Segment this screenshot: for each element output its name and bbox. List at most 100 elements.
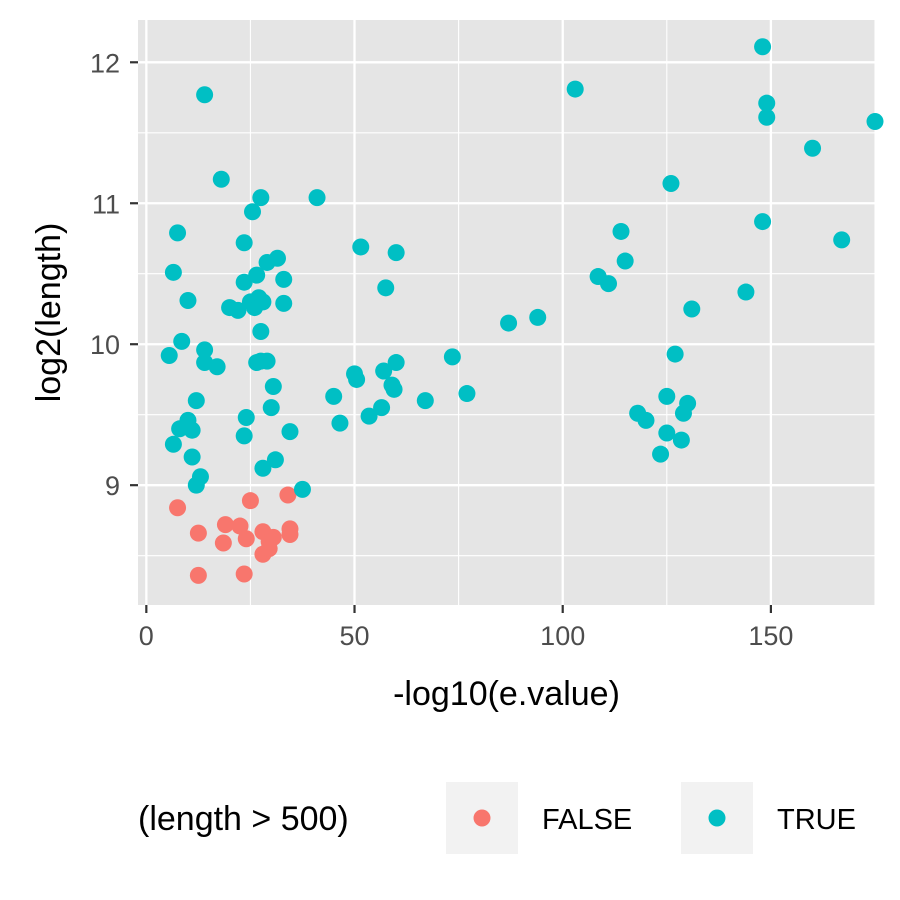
point-true — [600, 275, 618, 293]
point-true — [235, 427, 253, 445]
grid-major — [138, 20, 875, 605]
y-tick-label: 11 — [92, 189, 120, 219]
point-true — [164, 435, 182, 453]
point-true — [235, 234, 253, 252]
point-false — [216, 516, 234, 534]
point-true — [169, 224, 187, 242]
point-true — [212, 170, 230, 188]
x-tick-label: 50 — [339, 621, 369, 651]
point-true — [612, 222, 630, 240]
point-true — [373, 399, 391, 417]
y-tick-label: 9 — [105, 471, 120, 501]
point-true — [658, 424, 676, 442]
point-false — [189, 524, 207, 542]
point-false — [260, 533, 278, 551]
point-true — [360, 407, 378, 425]
point-false — [214, 534, 232, 552]
point-false — [281, 526, 299, 544]
point-true — [387, 244, 405, 262]
x-tick-label: 0 — [139, 621, 154, 651]
point-true — [244, 203, 262, 221]
point-false — [231, 517, 249, 535]
point-true — [754, 213, 772, 231]
legend-title: (length > 500) — [138, 800, 349, 838]
point-true — [737, 283, 755, 301]
point-true — [281, 423, 299, 441]
point-true — [758, 94, 776, 112]
point-true — [173, 332, 191, 350]
point-true — [268, 249, 286, 267]
point-true — [264, 378, 282, 396]
point-true — [325, 387, 343, 405]
point-false — [189, 566, 207, 584]
point-true — [208, 358, 226, 376]
point-true — [754, 38, 772, 56]
point-false — [235, 565, 253, 583]
point-true — [275, 294, 293, 312]
point-true — [183, 421, 201, 439]
point-true — [183, 448, 201, 466]
y-axis-title: log2(length) — [30, 223, 68, 403]
point-true — [331, 414, 349, 432]
point-true — [833, 231, 851, 249]
legend-dot-true — [708, 809, 726, 827]
point-true — [187, 476, 205, 494]
point-true — [171, 420, 189, 438]
legend: (length > 500) FALSE TRUE — [138, 782, 856, 854]
point-true — [266, 451, 284, 469]
point-true — [196, 341, 214, 359]
point-true — [308, 189, 326, 207]
point-true — [293, 480, 311, 498]
point-true — [679, 394, 697, 412]
point-true — [179, 292, 197, 310]
x-tick-label: 150 — [748, 621, 793, 651]
point-true — [804, 139, 822, 157]
point-true — [196, 86, 214, 104]
point-false — [169, 499, 187, 517]
point-true — [416, 392, 434, 410]
point-true — [377, 279, 395, 297]
point-false — [237, 530, 255, 548]
point-true — [237, 409, 255, 427]
point-true — [529, 308, 547, 326]
x-axis-title: -log10(e.value) — [393, 675, 620, 713]
legend-label-false: FALSE — [542, 804, 632, 836]
point-true — [352, 238, 370, 256]
point-true — [672, 431, 690, 449]
point-true — [164, 263, 182, 281]
point-true — [652, 445, 670, 463]
legend-label-true: TRUE — [777, 804, 856, 836]
point-true — [252, 323, 270, 341]
point-true — [275, 270, 293, 288]
point-true — [666, 345, 684, 363]
axes: 0 50 100 150 9 10 11 12 — [90, 48, 793, 651]
point-true — [385, 380, 403, 398]
point-true — [637, 411, 655, 429]
x-tick-label: 100 — [540, 621, 585, 651]
y-tick-label: 10 — [90, 330, 120, 360]
point-true — [658, 387, 676, 405]
point-true — [375, 362, 393, 380]
point-true — [235, 273, 253, 291]
data-points — [160, 38, 884, 584]
point-true — [500, 314, 518, 332]
point-true — [229, 301, 247, 319]
point-true — [758, 108, 776, 126]
point-true — [866, 112, 884, 130]
point-true — [262, 399, 280, 417]
point-true — [254, 293, 272, 311]
point-true — [387, 354, 405, 372]
point-true — [566, 80, 584, 98]
point-true — [458, 385, 476, 403]
point-false — [241, 492, 259, 510]
point-true — [252, 189, 270, 207]
point-true — [248, 266, 266, 284]
point-true — [160, 346, 178, 364]
point-true — [254, 459, 272, 477]
point-true — [348, 370, 366, 388]
point-true — [187, 392, 205, 410]
point-true — [662, 175, 680, 193]
y-tick-label: 12 — [90, 48, 120, 78]
point-true — [616, 252, 634, 270]
